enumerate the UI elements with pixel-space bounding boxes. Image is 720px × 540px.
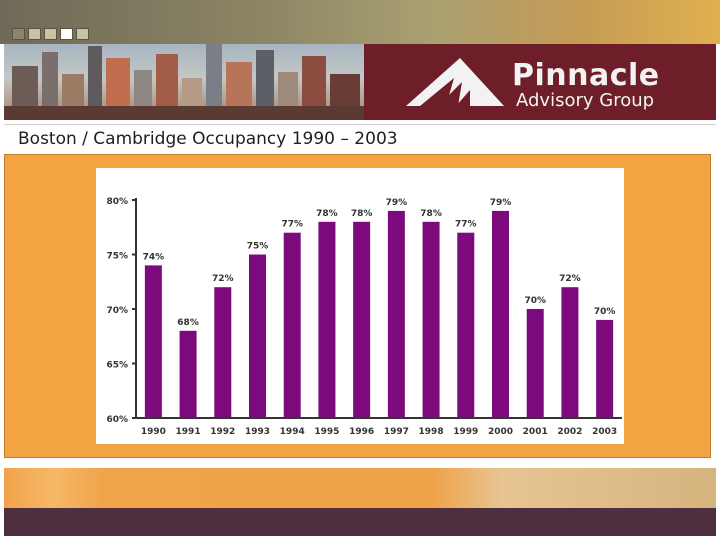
nav-square-4 bbox=[60, 28, 73, 40]
y-tick-label: 60% bbox=[106, 415, 128, 425]
data-label: 74% bbox=[143, 252, 165, 262]
bar bbox=[561, 287, 579, 418]
bar bbox=[353, 221, 371, 418]
x-tick-label: 1996 bbox=[349, 427, 374, 437]
data-label: 77% bbox=[455, 220, 477, 230]
y-tick-label: 70% bbox=[106, 306, 128, 316]
nav-square-2 bbox=[28, 28, 41, 40]
bar bbox=[526, 309, 544, 418]
y-tick-label: 65% bbox=[106, 361, 128, 371]
data-label: 78% bbox=[351, 209, 373, 219]
data-label: 78% bbox=[316, 209, 338, 219]
data-label: 68% bbox=[177, 318, 199, 328]
data-label: 72% bbox=[212, 274, 234, 284]
x-tick-label: 2001 bbox=[523, 427, 548, 437]
data-label: 79% bbox=[386, 198, 408, 208]
city-skyline-image bbox=[4, 44, 364, 120]
bar bbox=[596, 319, 614, 418]
bar bbox=[283, 232, 301, 418]
data-label: 79% bbox=[490, 198, 512, 208]
chart-container: 60% 65% 70% 75% 80% 74% 1990 68% 1991 72% 1992 75% 1… bbox=[96, 168, 624, 444]
x-tick-label: 1997 bbox=[384, 427, 409, 437]
x-tick-label: 1993 bbox=[245, 427, 270, 437]
footer-strip bbox=[4, 468, 716, 508]
y-tick-label: 75% bbox=[106, 252, 128, 262]
logo-name: Pinnacle bbox=[512, 58, 660, 93]
logo-tagline: Advisory Group bbox=[516, 90, 655, 111]
nav-square-1 bbox=[12, 28, 25, 40]
bar bbox=[318, 221, 336, 418]
data-label: 77% bbox=[281, 220, 303, 230]
pinnacle-logo: Pinnacle Advisory Group bbox=[404, 52, 704, 114]
nav-square-3 bbox=[44, 28, 57, 40]
occupancy-bar-chart: 60% 65% 70% 75% 80% 74% 1990 68% 1991 72% 1992 75% 1… bbox=[106, 197, 622, 437]
title-bar: Boston / Cambridge Occupancy 1990 – 2003 bbox=[4, 124, 716, 155]
data-label: 70% bbox=[524, 296, 546, 306]
bar bbox=[457, 232, 475, 418]
data-label: 72% bbox=[559, 274, 581, 284]
x-tick-label: 2000 bbox=[488, 427, 513, 437]
x-tick-label: 1990 bbox=[141, 427, 166, 437]
data-label: 70% bbox=[594, 307, 616, 317]
y-tick-label: 80% bbox=[106, 197, 128, 207]
x-tick-label: 1995 bbox=[314, 427, 339, 437]
bar bbox=[179, 330, 197, 418]
footer-bar bbox=[4, 508, 716, 536]
bar bbox=[492, 210, 509, 418]
top-bar bbox=[0, 0, 720, 44]
x-tick-label: 1992 bbox=[210, 427, 235, 437]
x-tick-label: 2003 bbox=[592, 427, 617, 437]
skyline-illustration bbox=[4, 44, 364, 120]
bar bbox=[422, 221, 440, 418]
nav-square-5 bbox=[76, 28, 89, 40]
bar bbox=[387, 210, 405, 418]
bar bbox=[249, 254, 266, 418]
data-label: 75% bbox=[247, 242, 269, 252]
x-tick-label: 2002 bbox=[557, 427, 582, 437]
x-tick-label: 1999 bbox=[453, 427, 478, 437]
x-tick-label: 1994 bbox=[280, 427, 305, 437]
slide-title: Boston / Cambridge Occupancy 1990 – 2003 bbox=[18, 129, 398, 149]
x-tick-label: 1991 bbox=[176, 427, 201, 437]
data-label: 78% bbox=[420, 209, 442, 219]
x-tick-label: 1998 bbox=[419, 427, 444, 437]
bar bbox=[214, 287, 232, 418]
mountain-logo-icon bbox=[406, 58, 504, 106]
bar bbox=[144, 265, 162, 418]
header-banner: Pinnacle Advisory Group bbox=[4, 44, 716, 120]
